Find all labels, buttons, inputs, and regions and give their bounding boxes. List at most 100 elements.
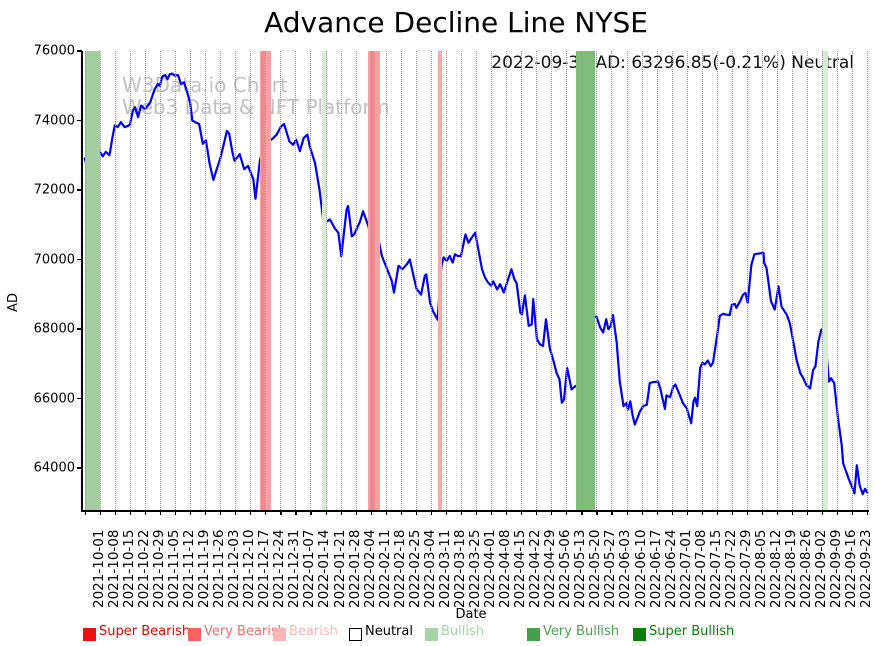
x-tick-label: 2022-09-16 (843, 529, 860, 608)
legend-item: Neutral (349, 624, 413, 641)
x-tick-label: 2022-03-18 (451, 529, 468, 608)
gridline (761, 51, 763, 510)
gridline (265, 51, 267, 510)
x-tick (175, 510, 177, 515)
x-tick-label: 2022-03-11 (436, 529, 453, 608)
legend-label: Very Bullish (543, 624, 620, 639)
x-axis-label: Date (455, 607, 487, 622)
y-tick-label: 64000 (33, 460, 75, 476)
gridline (430, 51, 432, 510)
x-tick-label: 2021-12-31 (286, 529, 303, 608)
x-tick (114, 510, 116, 515)
x-tick-label: 2022-05-06 (557, 529, 574, 608)
signal-band (576, 51, 596, 510)
legend-swatch (188, 628, 201, 641)
x-tick-label: 2022-06-24 (662, 529, 679, 608)
gridline (551, 51, 553, 510)
x-tick-label: 2022-04-29 (542, 529, 559, 608)
x-tick (415, 510, 417, 515)
gridline (415, 51, 417, 510)
gridline (731, 51, 733, 510)
x-tick-label: 2022-02-11 (376, 529, 393, 608)
gridline (400, 51, 402, 510)
x-tick-label: 2022-01-28 (346, 529, 363, 608)
legend-swatch (83, 628, 96, 641)
x-tick (581, 510, 583, 515)
x-tick-label: 2022-07-29 (737, 529, 754, 608)
gridline (129, 51, 131, 510)
x-tick-label: 2022-08-05 (752, 529, 769, 608)
x-axis-spine (81, 510, 869, 512)
x-tick-label: 2022-05-20 (587, 529, 604, 608)
x-tick (325, 510, 327, 515)
legend-swatch (425, 628, 438, 641)
gridline (205, 51, 207, 510)
x-tick-label: 2022-07-01 (677, 529, 694, 608)
y-axis-spine (81, 51, 83, 511)
x-tick (746, 510, 749, 515)
gridline (310, 51, 312, 510)
signal-band (322, 51, 328, 510)
gridline (566, 51, 568, 510)
gridline (596, 51, 598, 510)
x-tick (506, 510, 508, 515)
x-tick-label: 2021-10-22 (135, 529, 152, 608)
gridline (385, 51, 387, 510)
gridline (792, 51, 794, 510)
gridline (807, 51, 809, 510)
legend-item: Very Bullish (527, 624, 619, 641)
legend-label: Bearish (289, 624, 338, 639)
x-tick-label: 2022-02-18 (391, 529, 408, 608)
gridline (144, 51, 146, 510)
x-tick-label: 2021-12-10 (241, 529, 258, 608)
x-tick (641, 510, 643, 515)
y-tick (76, 189, 82, 191)
gridline (250, 51, 252, 510)
x-tick (777, 510, 779, 515)
legend-swatch (527, 628, 540, 641)
x-tick (701, 510, 703, 515)
gridline (746, 51, 748, 510)
gridline (220, 51, 222, 510)
x-tick-label: 2022-06-17 (647, 529, 664, 608)
x-tick-label: 2022-09-02 (813, 529, 830, 608)
x-tick (129, 510, 132, 515)
x-tick (295, 510, 297, 515)
x-tick (566, 510, 568, 515)
x-tick (686, 510, 688, 515)
legend-label: Very Bearish (204, 624, 286, 639)
x-tick-label: 2021-10-01 (90, 529, 107, 608)
x-tick-label: 2022-03-25 (466, 529, 483, 608)
legend-item: Very Bearish (188, 624, 286, 641)
x-tick (852, 510, 854, 515)
gridline (476, 51, 477, 510)
gridline (370, 51, 372, 510)
x-tick (626, 510, 628, 515)
gridline (445, 51, 447, 510)
x-tick-label: 2022-01-07 (301, 529, 318, 608)
gridline (581, 51, 583, 510)
x-tick-label: 2021-12-03 (226, 529, 243, 608)
y-tick-label: 74000 (33, 113, 75, 128)
x-tick-label: 2022-04-08 (497, 529, 514, 608)
gridline (837, 51, 839, 510)
y-tick-label: 76000 (33, 43, 75, 59)
x-tick-label: 2022-08-12 (767, 529, 784, 608)
x-tick-label: 2022-07-15 (707, 529, 724, 608)
chart-title: Advance Decline Line NYSE (264, 6, 648, 39)
gridline (84, 51, 86, 510)
x-tick (190, 510, 192, 515)
legend-label: Neutral (365, 624, 413, 639)
x-tick-label: 2022-08-26 (798, 529, 815, 608)
gridline (340, 51, 342, 510)
signal-band (84, 51, 101, 510)
x-tick (430, 510, 433, 515)
x-tick (656, 510, 658, 515)
gridline (867, 51, 869, 510)
x-tick (551, 510, 553, 515)
x-tick-label: 2021-11-12 (181, 529, 197, 608)
y-tick-label: 68000 (33, 321, 75, 337)
x-tick-label: 2021-11-05 (165, 529, 182, 608)
x-tick-label: 2021-10-08 (105, 529, 122, 608)
